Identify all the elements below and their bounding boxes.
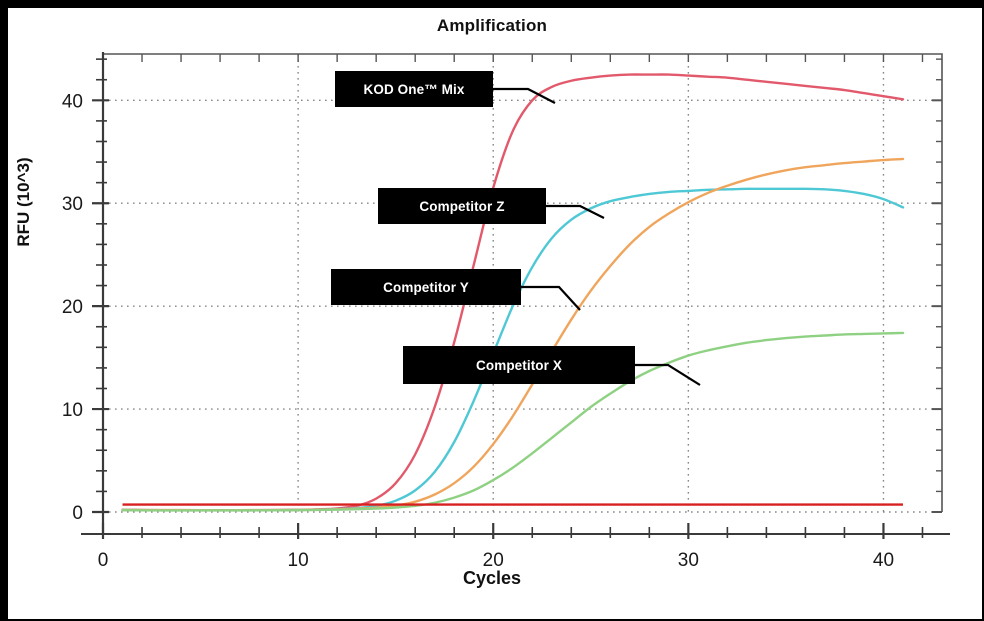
series-line	[121, 331, 905, 512]
callout-label: Competitor Y	[383, 279, 469, 295]
callout-label: Competitor Z	[419, 198, 505, 214]
x-tick-label: 10	[288, 550, 309, 571]
x-tick-label: 40	[873, 550, 894, 571]
x-tick-label: 20	[483, 550, 504, 571]
y-tick-label: 10	[62, 400, 83, 421]
callout-label: Competitor X	[476, 357, 562, 373]
callout-leader-line	[493, 87, 556, 104]
plot-frame	[103, 53, 943, 512]
y-tick-label: 40	[62, 91, 83, 112]
x-axis-title: Cycles	[462, 568, 522, 588]
callout-label: KOD One™ Mix	[363, 81, 465, 97]
callout-kod-one-mix: KOD One™ Mix	[335, 71, 493, 107]
callout-leader-line	[546, 204, 605, 219]
y-tick-label: 30	[62, 194, 83, 215]
callout-leader-line	[635, 363, 701, 386]
y-tick-label: 0	[72, 503, 83, 524]
chart-title: Amplification	[436, 16, 548, 35]
x-tick-label: 30	[678, 550, 699, 571]
x-tick-label: 0	[98, 550, 109, 571]
callout-competitor-x: Competitor X	[403, 346, 635, 384]
callout-leader-line	[521, 285, 581, 311]
callout-competitor-z: Competitor Z	[378, 188, 546, 224]
y-tick-label: 20	[62, 297, 83, 318]
callout-competitor-y: Competitor Y	[331, 269, 521, 305]
